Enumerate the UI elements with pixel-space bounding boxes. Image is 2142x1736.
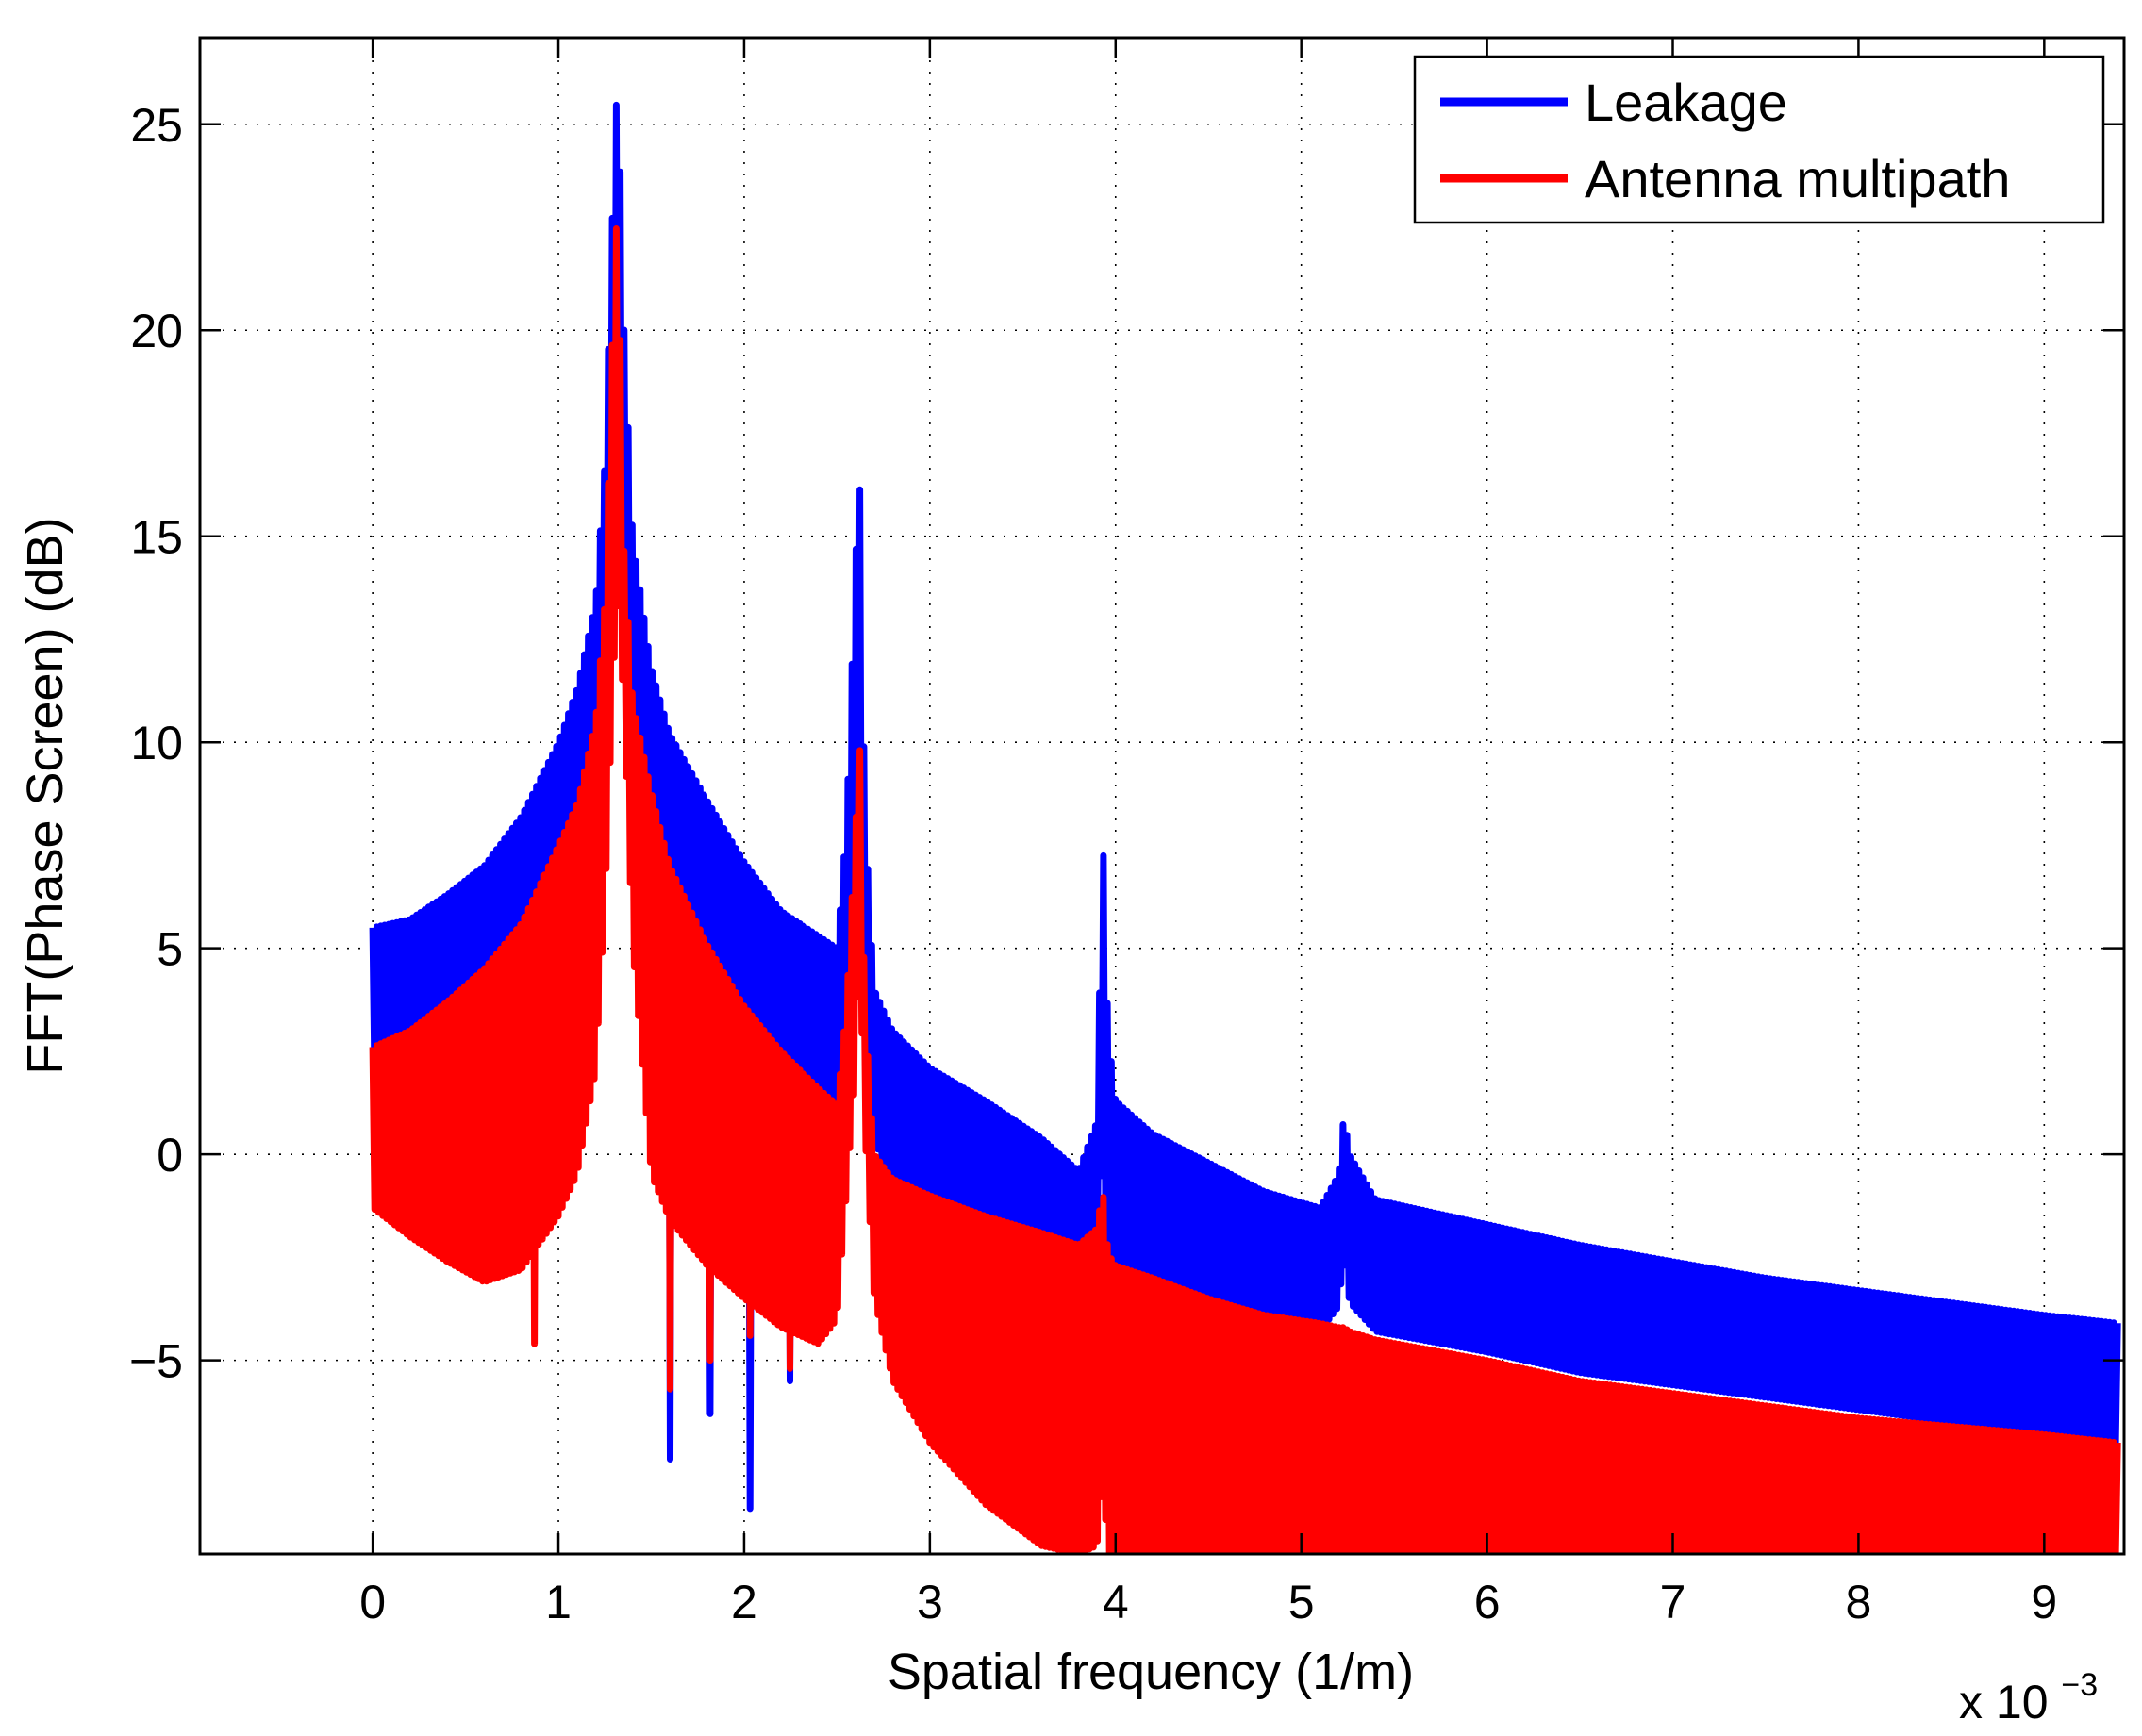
x-tick-label-7: 7 — [1660, 1576, 1686, 1629]
x-tick-label-1: 1 — [545, 1576, 572, 1629]
x-axis-title: Spatial frequency (1/m) — [888, 1644, 1414, 1700]
x-tick-label-2: 2 — [731, 1576, 757, 1629]
series-antenna-multipath — [369, 225, 2121, 1554]
legend: Leakage Antenna multipath — [1413, 55, 2105, 224]
x-tick-label-5: 5 — [1288, 1576, 1315, 1629]
y-tick-label-1: 0 — [157, 1129, 183, 1182]
legend-label-antenna-multipath: Antenna multipath — [1585, 149, 2010, 208]
x-tick-label-9: 9 — [2031, 1576, 2057, 1629]
y-tick-label-2: 5 — [157, 923, 183, 976]
x-tick-label-8: 8 — [1846, 1576, 1872, 1629]
x-exponent-base: x 10 — [1959, 1676, 2049, 1728]
series-layer — [369, 101, 2121, 1554]
x-tick-label-6: 6 — [1474, 1576, 1501, 1629]
y-tick-label-4: 15 — [130, 511, 183, 564]
y-tick-label-0: −5 — [129, 1335, 183, 1388]
x-tick-label-3: 3 — [917, 1576, 943, 1629]
y-tick-label-6: 25 — [130, 99, 183, 152]
x-tick-label-4: 4 — [1103, 1576, 1129, 1629]
ticks: 0 1 2 3 4 5 6 7 8 9 −5 0 5 10 15 20 25 — [129, 38, 2124, 1629]
legend-box — [1413, 55, 2105, 224]
legend-label-leakage: Leakage — [1585, 73, 1787, 132]
x-axis-exponent: x 10 −3 — [1959, 1667, 2098, 1728]
y-tick-label-5: 20 — [130, 305, 183, 357]
x-exponent-power: −3 — [2061, 1667, 2098, 1703]
axes-box — [198, 36, 2126, 1556]
x-tick-label-0: 0 — [359, 1576, 386, 1629]
y-tick-label-3: 10 — [130, 717, 183, 769]
y-axis-title: FFT(Phase Screen) (dB) — [17, 517, 74, 1074]
